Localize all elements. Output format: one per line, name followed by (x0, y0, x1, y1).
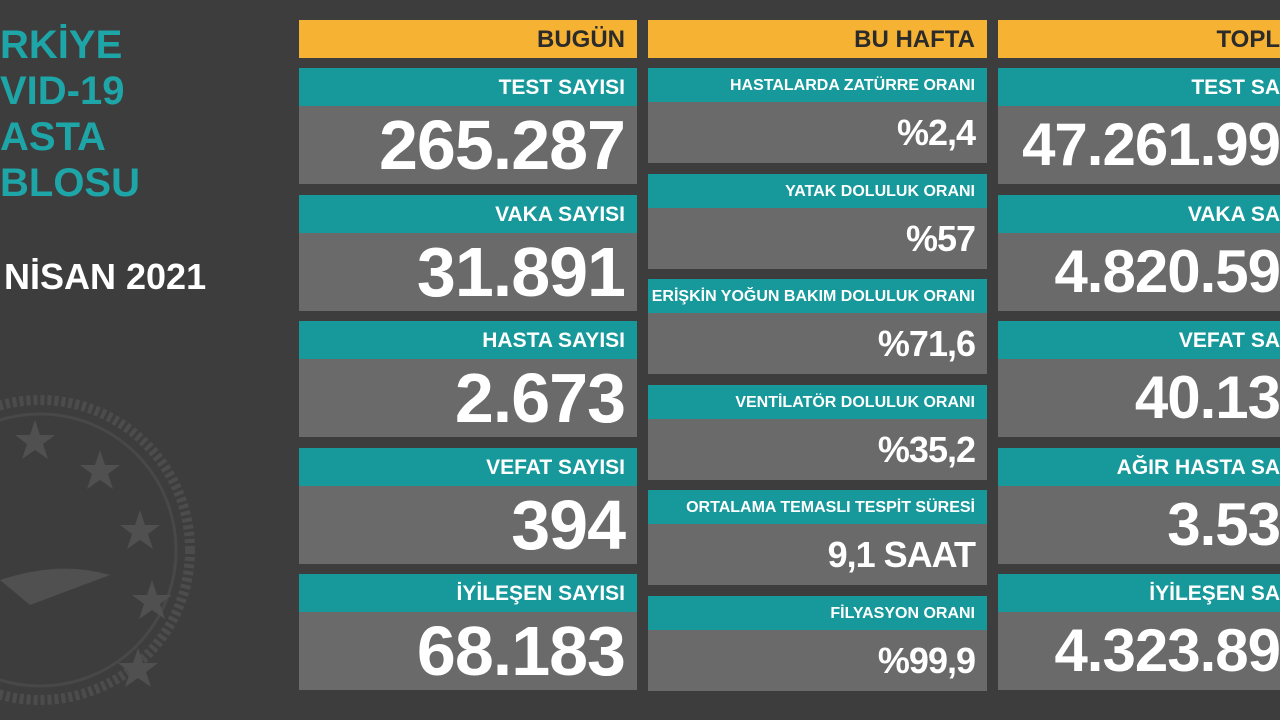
stat-value: 4.323.89 (1054, 617, 1280, 684)
stat-card: İYİLEŞEN SAYISI 68.183 (299, 574, 637, 690)
stat-value: 3.53 (1167, 490, 1280, 558)
stat-label: VEFAT SAYISI (299, 447, 637, 486)
stat-label: ORTALAMA TEMASLI TESPİT SÜRESİ (648, 490, 987, 524)
stat-card: FİLYASYON ORANI %99,9 (648, 595, 987, 691)
stat-value: 265.287 (378, 106, 626, 184)
column: BUGÜN TEST SAYISI 265.287 VAKA SAYISI 31.891… (299, 20, 637, 700)
stat-value: 31.891 (416, 232, 626, 311)
stat-value: %99,9 (877, 639, 976, 681)
stat-label: TEST SA (998, 68, 1280, 106)
stat-card: VAKA SAYISI 31.891 (299, 194, 637, 311)
emblem (0, 395, 195, 705)
stat-value: %2,4 (896, 112, 976, 153)
stat-value: 4.820.59 (1054, 237, 1280, 305)
stat-value: 2.673 (454, 359, 626, 437)
stat-card: İYİLEŞEN SA 4.323.89 (998, 574, 1280, 690)
stat-label: VEFAT SA (998, 321, 1280, 359)
stat-label: HASTA SAYISI (299, 321, 637, 359)
column: TOPL TEST SA 47.261.99 VAKA SA 4.820.59 VEFAT… (998, 20, 1280, 700)
column: BU HAFTA HASTALARDA ZATÜRRE ORANI %2,4 YATA… (648, 20, 987, 700)
stat-value: 47.261.99 (1022, 111, 1280, 178)
stat-label: VAKA SAYISI (299, 194, 637, 233)
stat-value: 394 (511, 485, 626, 564)
column-header: BUGÜN (299, 20, 637, 58)
column-header: BU HAFTA (648, 20, 987, 58)
title-line: BLOSU (0, 161, 140, 205)
stat-label: HASTALARDA ZATÜRRE ORANI (648, 68, 987, 102)
stat-card: AĞIR HASTA SA 3.53 (998, 447, 1280, 564)
stat-label: İYİLEŞEN SA (998, 574, 1280, 612)
stat-card: HASTALARDA ZATÜRRE ORANI %2,4 (648, 68, 987, 163)
stat-card: TEST SA 47.261.99 (998, 68, 1280, 184)
stat-card: YATAK DOLULUK ORANI %57 (648, 173, 987, 269)
stat-label: VAKA SA (998, 194, 1280, 233)
stat-card: ORTALAMA TEMASLI TESPİT SÜRESİ 9,1 SAAT (648, 490, 987, 585)
stat-card: ERİŞKİN YOĞUN BAKIM DOLULUK ORANI %71,6 (648, 279, 987, 374)
date: NİSAN 2021 (4, 256, 207, 297)
stat-label: ERİŞKİN YOĞUN BAKIM DOLULUK ORANI (648, 279, 987, 313)
stat-label: TEST SAYISI (299, 68, 637, 106)
stat-value: %35,2 (877, 428, 976, 470)
stat-card: VEFAT SAYISI 394 (299, 447, 637, 564)
stat-card: TEST SAYISI 265.287 (299, 68, 637, 184)
title-line: ASTA (0, 115, 106, 159)
stat-value: %71,6 (877, 323, 976, 364)
stat-card: HASTA SAYISI 2.673 (299, 321, 637, 437)
title-line: RKİYE (0, 23, 123, 67)
stat-label: İYİLEŞEN SAYISI (299, 574, 637, 612)
stat-label: YATAK DOLULUK ORANI (648, 173, 987, 208)
sidebar-title: RKİYE VID-19 ASTA BLOSU (0, 22, 140, 206)
stat-value: 9,1 SAAT (827, 534, 976, 575)
stat-card: VENTİLATÖR DOLULUK ORANI %35,2 (648, 384, 987, 480)
stat-card: VEFAT SA 40.13 (998, 321, 1280, 437)
column-header: TOPL (998, 20, 1280, 58)
stat-value: 40.13 (1134, 364, 1280, 431)
stat-label: FİLYASYON ORANI (648, 595, 987, 630)
stat-label: AĞIR HASTA SA (998, 447, 1280, 486)
stat-card: VAKA SA 4.820.59 (998, 194, 1280, 311)
stat-value: 68.183 (416, 612, 626, 690)
stat-value: %57 (905, 217, 976, 259)
stat-label: VENTİLATÖR DOLULUK ORANI (648, 384, 987, 419)
title-line: VID-19 (0, 69, 125, 113)
